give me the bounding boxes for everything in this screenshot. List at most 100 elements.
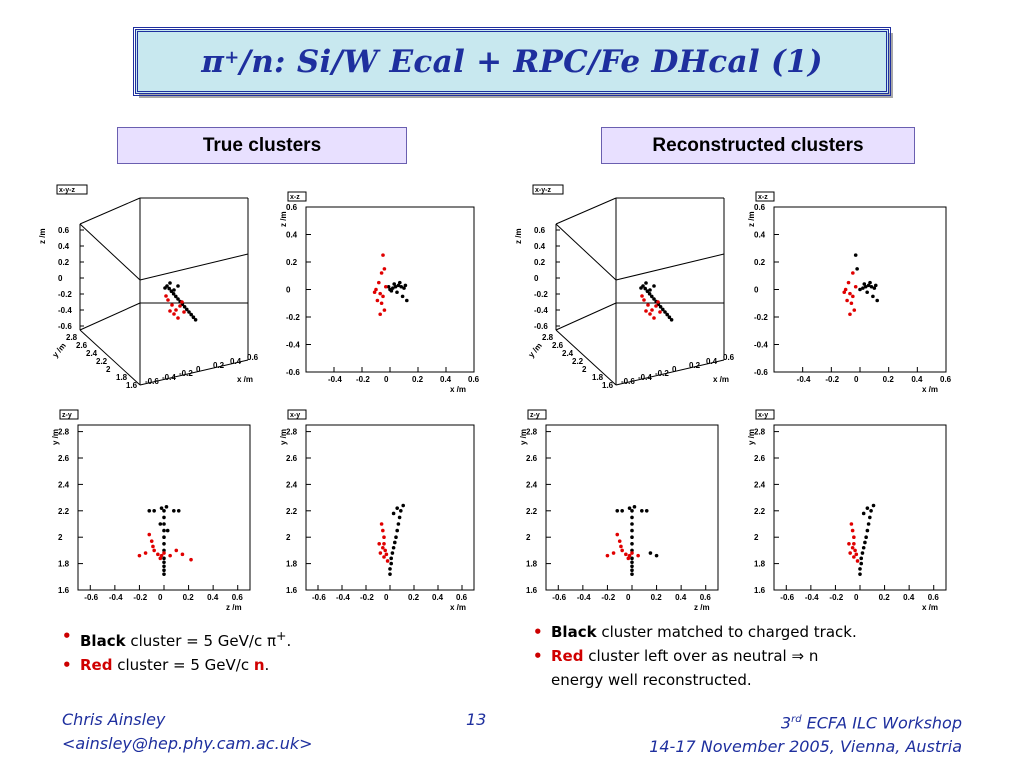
z-tick-label: -0.4 <box>58 306 72 315</box>
title-sup: + <box>224 47 240 68</box>
red-hit <box>646 303 650 307</box>
black-hit <box>158 522 163 526</box>
red-hit <box>378 312 383 317</box>
x-tick-label: 0.4 <box>706 357 718 366</box>
plot-reco-xyz: x-y-z0.60.40.20-0.2-0.4-0.6z /m-0.6 -0.4-… <box>514 184 735 390</box>
black-hit <box>630 572 634 576</box>
red-hit <box>377 280 381 285</box>
z-tick-label: -0.4 <box>534 306 548 315</box>
red-hit <box>374 287 378 292</box>
red-hit <box>852 535 856 539</box>
red-hit <box>852 542 856 546</box>
author-email[interactable]: <ainsley@hep.phy.cam.ac.uk> <box>62 734 313 753</box>
black-hit <box>398 280 402 285</box>
page-number: 13 <box>466 710 487 729</box>
red-hit <box>382 535 386 539</box>
red-hit <box>640 294 644 298</box>
y-tick-label: 2.6 <box>526 454 538 463</box>
x-tick-label: -0.2 <box>356 375 370 384</box>
black-hit <box>630 560 634 565</box>
x-tick-label: 0.6 <box>456 593 468 602</box>
z-axis-label: z /m <box>514 228 523 244</box>
x-tick-label: 0.2 <box>408 593 420 602</box>
x-tick-label: 0.6 <box>928 593 940 602</box>
red-hit <box>137 553 142 558</box>
black-hit <box>863 284 868 289</box>
black-hit <box>402 286 406 290</box>
plot-label: x-z <box>758 194 768 201</box>
black-hit <box>164 505 169 509</box>
y-tick-label: 2.6 <box>552 341 564 350</box>
black-hit <box>658 305 663 309</box>
black-hit <box>855 267 859 271</box>
x-tick-label: 0.4 <box>675 593 687 602</box>
black-hit <box>162 572 166 576</box>
black-hit <box>630 542 634 546</box>
red-hit <box>852 308 857 312</box>
y-tick-label: 1.6 <box>58 586 70 595</box>
y-tick-label: 2.6 <box>58 454 70 463</box>
red-hit <box>149 539 154 543</box>
cube-edge <box>139 359 249 386</box>
black-hit <box>869 284 874 289</box>
black-hit <box>393 540 397 545</box>
footer-event: 3rd ECFA ILC Workshop 14-17 November 200… <box>649 708 962 759</box>
black-hit <box>163 286 167 290</box>
black-hit <box>630 515 634 520</box>
black-hit <box>647 292 652 296</box>
red-hit <box>379 301 384 306</box>
black-hit <box>863 540 867 545</box>
x-tick-label: 0.4 <box>903 593 915 602</box>
z-tick-label: 0.6 <box>58 226 70 235</box>
y-axis-label: z /m <box>279 211 288 227</box>
black-hit <box>861 286 865 290</box>
x-tick-label: -0.4 <box>328 375 342 384</box>
red-hit <box>851 271 855 275</box>
plot-label-box <box>755 409 775 420</box>
red-hit <box>382 555 386 559</box>
red-hit <box>382 542 386 546</box>
red-hit <box>656 300 660 304</box>
y-tick-label: 2.2 <box>286 507 298 516</box>
z-tick-label: 0 <box>58 274 63 283</box>
cube-edge <box>555 302 617 331</box>
black-hit <box>865 290 869 295</box>
red-hit <box>848 312 852 317</box>
black-hit <box>663 310 667 314</box>
black-hit <box>630 522 634 526</box>
y-tick-label: 2.8 <box>58 428 70 437</box>
black-hit <box>152 509 156 513</box>
black-hit <box>391 286 395 290</box>
black-hit <box>865 528 870 533</box>
black-hit <box>162 542 166 546</box>
y-tick-label: 1.6 <box>126 381 138 390</box>
black-hit <box>648 551 653 555</box>
cube-edge <box>79 223 141 281</box>
x-tick-label: 0 <box>854 593 859 602</box>
y-tick-label: 1.8 <box>116 373 128 382</box>
x-tick-label: 0 <box>854 375 859 384</box>
red-hit <box>626 556 631 561</box>
red-hit <box>381 253 385 257</box>
black-hit <box>162 556 166 561</box>
black-hit <box>873 283 878 288</box>
y-tick-label: 2.8 <box>754 428 766 437</box>
black-hit <box>869 509 873 513</box>
red-hit <box>178 304 182 308</box>
x-tick-label: 0 <box>384 593 389 602</box>
y-tick-label: -0.4 <box>754 341 768 350</box>
y-tick-label: 2 <box>582 365 587 374</box>
y-axis-label: y /m <box>51 429 60 445</box>
plot-label-box <box>527 409 547 420</box>
black-hit <box>162 535 166 539</box>
black-hit <box>627 506 632 510</box>
x-tick-label: -0.4 <box>797 375 811 384</box>
y-tick-label: 2 <box>754 533 759 542</box>
black-hit <box>395 290 399 295</box>
black-hit <box>861 511 866 516</box>
x-tick-label: -0.4 <box>109 593 123 602</box>
z-tick-label: 0.4 <box>534 242 546 251</box>
red-hit <box>176 316 180 320</box>
y-tick-label: 0.2 <box>754 258 766 267</box>
x-axis-label: x /m <box>713 375 729 384</box>
